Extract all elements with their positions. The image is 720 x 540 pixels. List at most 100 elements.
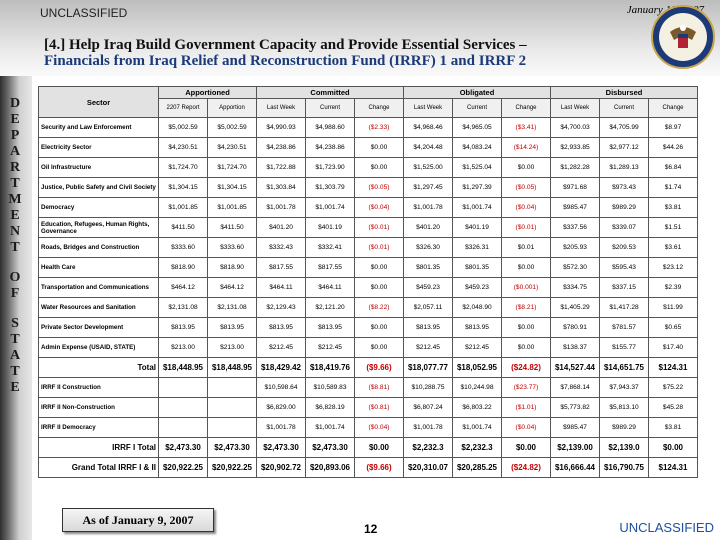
- cell: $6,828.19: [305, 397, 355, 418]
- cell: $3.81: [648, 197, 698, 218]
- cell: $2,131.08: [158, 297, 208, 318]
- cell: $337.56: [550, 217, 600, 238]
- title: [4.] Help Iraq Build Government Capacity…: [44, 37, 527, 69]
- cell: $459.23: [452, 277, 502, 298]
- table-row: Grand Total IRRF I & II $20,922.25 $20,922…: [38, 457, 698, 478]
- side-strip: [0, 76, 32, 540]
- column-header-row: 2207 Report Apportion Last Week Current Chan…: [39, 98, 698, 118]
- cell: $18,429.42: [256, 357, 306, 378]
- cell: $1,525.00: [403, 157, 453, 178]
- cell: $138.37: [550, 337, 600, 358]
- cell: $0.00: [354, 257, 404, 278]
- cell: $1,722.88: [256, 157, 306, 178]
- table-row: Health Care $818.90 $818.90 $817.55 $817.55 $…: [38, 257, 698, 278]
- cell: $813.95: [403, 317, 453, 338]
- cell: $4,230.51: [207, 137, 257, 158]
- cell: $14,527.44: [550, 357, 600, 378]
- cell: $3.61: [648, 237, 698, 258]
- cell: $1,724.70: [158, 157, 208, 178]
- cell: $1,289.13: [599, 157, 649, 178]
- row-label: Oil Infrastructure: [38, 157, 159, 178]
- cell: $155.77: [599, 337, 649, 358]
- cell: $333.60: [158, 237, 208, 258]
- as-of-box: As of January 9, 2007: [62, 508, 214, 532]
- cell: $209.53: [599, 237, 649, 258]
- cell: $4,083.24: [452, 137, 502, 158]
- group-header: Apportioned: [158, 86, 257, 99]
- cell: $124.31: [648, 457, 698, 478]
- cell: $0.00: [501, 317, 551, 338]
- cell: $985.47: [550, 417, 600, 438]
- row-label: Private Sector Development: [38, 317, 159, 338]
- cell: $6,829.00: [256, 397, 306, 418]
- column-header: Change: [501, 98, 551, 118]
- cell: [207, 397, 257, 418]
- cell: $1,525.04: [452, 157, 502, 178]
- cell: ($24.82): [501, 457, 551, 478]
- cell: $205.93: [550, 237, 600, 258]
- cell: [158, 377, 208, 398]
- cell: $1,417.28: [599, 297, 649, 318]
- table-row: IRRF II Construction $10,598.64 $10,589.83…: [38, 377, 698, 398]
- cell: ($0.04): [354, 417, 404, 438]
- cell: $1,001.74: [452, 197, 502, 218]
- cell: $332.41: [305, 237, 355, 258]
- cell: ($8.22): [354, 297, 404, 318]
- cell: $1,001.78: [403, 417, 453, 438]
- cell: $2,057.11: [403, 297, 453, 318]
- cell: $11.99: [648, 297, 698, 318]
- row-label: Security and Law Enforcement: [38, 117, 159, 138]
- cell: $781.57: [599, 317, 649, 338]
- table-row: IRRF II Non-Construction $6,829.00 $6,828.…: [38, 397, 698, 418]
- sector-header: Sector: [38, 86, 159, 118]
- cell: $813.95: [207, 317, 257, 338]
- cell: $17.40: [648, 337, 698, 358]
- cell: $1,303.79: [305, 177, 355, 198]
- cell: $595.43: [599, 257, 649, 278]
- column-header: Apportion: [207, 98, 257, 118]
- cell: $1,723.90: [305, 157, 355, 178]
- cell: $1,001.78: [403, 197, 453, 218]
- cell: $18,077.77: [403, 357, 453, 378]
- cell: $817.55: [256, 257, 306, 278]
- cell: $3.81: [648, 417, 698, 438]
- cell: $971.68: [550, 177, 600, 198]
- cell: $2,139.0: [599, 437, 649, 458]
- cell: $1,001.85: [158, 197, 208, 218]
- column-header: Current: [305, 98, 355, 118]
- cell: $459.23: [403, 277, 453, 298]
- cell: $401.19: [452, 217, 502, 238]
- cell: $2,139.00: [550, 437, 600, 458]
- cell: $0.00: [354, 157, 404, 178]
- cell: $0.00: [354, 317, 404, 338]
- cell: ($0.01): [354, 217, 404, 238]
- cell: $2,473.30: [207, 437, 257, 458]
- cell: $1,001.74: [452, 417, 502, 438]
- cell: ($3.41): [501, 117, 551, 138]
- cell: $4,988.60: [305, 117, 355, 138]
- cell: $1,304.15: [207, 177, 257, 198]
- row-label: IRRF II Non-Construction: [38, 397, 159, 418]
- row-label: Democracy: [38, 197, 159, 218]
- cell: $0.00: [354, 337, 404, 358]
- cell: $6,807.24: [403, 397, 453, 418]
- group-header: Committed: [256, 86, 404, 99]
- cell: $464.11: [256, 277, 306, 298]
- financial-table: Sector Apportioned Committed Obligated Disbu…: [38, 86, 698, 478]
- cell: $18,448.95: [158, 357, 208, 378]
- cell: $326.30: [403, 237, 453, 258]
- cell: $411.50: [207, 217, 257, 238]
- table-row: Total $18,448.95 $18,448.95 $18,429.42 $18,4…: [38, 357, 698, 378]
- table-row: Oil Infrastructure $1,724.70 $1,724.70 $1,7…: [38, 157, 698, 178]
- cell: $1,001.78: [256, 197, 306, 218]
- cell: $401.19: [305, 217, 355, 238]
- cell: $4,965.05: [452, 117, 502, 138]
- table-row: Justice, Public Safety and Civil Society…: [38, 177, 698, 198]
- cell: ($0.01): [501, 217, 551, 238]
- cell: $813.95: [305, 317, 355, 338]
- cell: $6.84: [648, 157, 698, 178]
- column-header: Last Week: [550, 98, 600, 118]
- table-row: IRRF I Total $2,473.30 $2,473.30 $2,473.30 $…: [38, 437, 698, 458]
